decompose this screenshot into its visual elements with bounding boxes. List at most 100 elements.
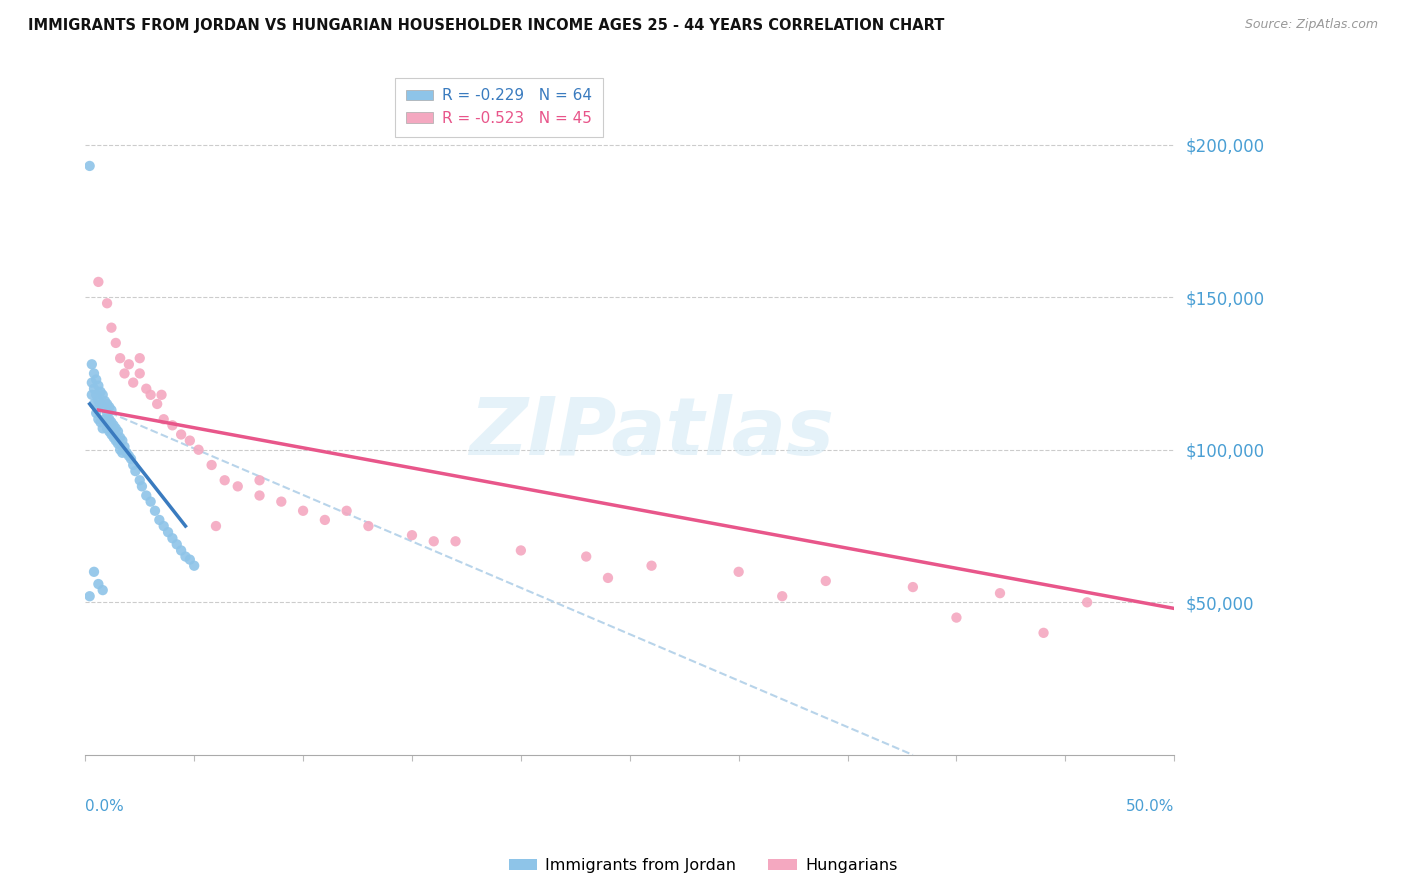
Point [249, 489, 271, 503]
Point [108, 442, 131, 457]
Point [205, 519, 228, 533]
Point [150, 388, 173, 402]
Point [91, 388, 114, 402]
Point [100, 427, 122, 442]
Point [157, 525, 180, 540]
Point [226, 479, 249, 493]
Point [131, 479, 153, 493]
Point [111, 434, 134, 448]
Point [87, 412, 110, 426]
Point [83, 382, 105, 396]
Point [139, 388, 162, 402]
Point [128, 351, 150, 366]
Point [115, 446, 138, 460]
Point [166, 537, 188, 551]
Point [118, 449, 141, 463]
Point [152, 412, 174, 426]
Legend: R = -0.229   N = 64, R = -0.523   N = 45: R = -0.229 N = 64, R = -0.523 N = 45 [395, 78, 603, 136]
Point [90, 415, 112, 429]
Point [148, 513, 170, 527]
Point [98, 412, 121, 426]
Text: ZIPatlas: ZIPatlas [470, 393, 834, 472]
Point [100, 320, 122, 334]
Point [988, 586, 1011, 600]
Point [96, 296, 118, 310]
Point [945, 610, 967, 624]
Point [83, 397, 105, 411]
Point [107, 425, 129, 439]
Point [91, 583, 114, 598]
Point [107, 436, 129, 450]
Point [83, 565, 105, 579]
Point [108, 431, 131, 445]
Point [575, 549, 598, 564]
Point [124, 464, 146, 478]
Point [90, 384, 112, 399]
Point [91, 400, 114, 414]
Point [104, 434, 127, 448]
Point [162, 531, 184, 545]
Point [103, 431, 125, 445]
Point [98, 425, 121, 439]
Point [357, 519, 380, 533]
Point [201, 458, 224, 472]
Point [96, 406, 118, 420]
Legend: Immigrants from Jordan, Hungarians: Immigrants from Jordan, Hungarians [502, 852, 904, 880]
Text: 0.0%: 0.0% [86, 798, 124, 814]
Point [128, 367, 150, 381]
Point [135, 382, 157, 396]
Point [80, 388, 103, 402]
Point [270, 494, 292, 508]
Point [214, 473, 236, 487]
Point [179, 434, 201, 448]
Point [135, 489, 157, 503]
Point [336, 504, 359, 518]
Point [80, 357, 103, 371]
Point [249, 473, 271, 487]
Point [187, 442, 209, 457]
Point [170, 427, 193, 442]
Point [901, 580, 924, 594]
Point [103, 418, 125, 433]
Point [143, 504, 166, 518]
Point [87, 275, 110, 289]
Point [104, 335, 127, 350]
Point [111, 446, 134, 460]
Point [170, 543, 193, 558]
Point [96, 421, 118, 435]
Point [120, 451, 142, 466]
Point [122, 458, 145, 472]
Point [96, 397, 118, 411]
Point [84, 388, 107, 402]
Point [83, 367, 105, 381]
Point [94, 393, 117, 408]
Point [183, 558, 205, 573]
Point [94, 412, 117, 426]
Point [179, 552, 201, 566]
Point [100, 403, 122, 417]
Point [114, 367, 136, 381]
Point [91, 421, 114, 435]
Point [423, 534, 446, 549]
Point [146, 397, 169, 411]
Point [162, 418, 184, 433]
Point [79, 159, 101, 173]
Point [108, 351, 131, 366]
Text: Source: ZipAtlas.com: Source: ZipAtlas.com [1244, 18, 1378, 31]
Point [314, 513, 336, 527]
Point [640, 558, 662, 573]
Point [292, 504, 315, 518]
Point [87, 378, 110, 392]
Point [114, 440, 136, 454]
Point [87, 393, 110, 408]
Point [727, 565, 749, 579]
Point [84, 373, 107, 387]
Point [98, 400, 121, 414]
Point [80, 376, 103, 390]
Point [122, 376, 145, 390]
Point [118, 357, 141, 371]
Point [90, 397, 112, 411]
Point [139, 494, 162, 508]
Point [770, 589, 793, 603]
Point [79, 589, 101, 603]
